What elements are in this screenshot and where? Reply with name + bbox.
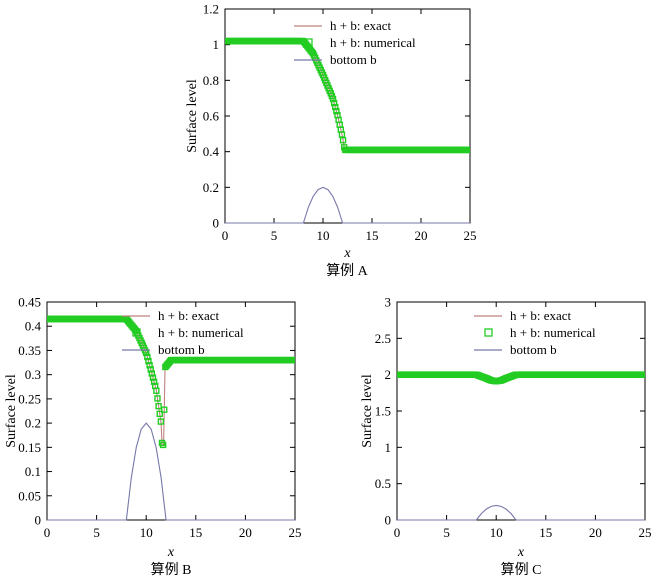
data-point-marker bbox=[332, 103, 339, 111]
data-point-marker bbox=[144, 353, 151, 361]
data-point-marker bbox=[157, 418, 165, 425]
series-h-b-numerical bbox=[397, 371, 645, 385]
y-tick-label: 0.6 bbox=[203, 109, 220, 124]
y-tick-label: 0.2 bbox=[25, 416, 41, 431]
y-tick-label: 1.5 bbox=[375, 404, 391, 419]
y-tick-label: 0.05 bbox=[18, 488, 41, 503]
series-bottom-b bbox=[397, 504, 645, 521]
legend-swatch-marker bbox=[304, 38, 313, 47]
legend-swatch-marker bbox=[132, 328, 141, 337]
y-axis-label: Surface level bbox=[4, 374, 19, 448]
y-tick-label: 2 bbox=[385, 367, 392, 382]
y-tick-label: 0 bbox=[213, 216, 220, 231]
y-tick-label: 0.45 bbox=[18, 295, 41, 310]
y-tick-label: 1 bbox=[213, 37, 220, 52]
y-tick-label: 0.4 bbox=[25, 319, 42, 334]
y-tick-label: 0 bbox=[35, 513, 42, 528]
series-h-b-numerical bbox=[47, 315, 295, 449]
y-tick-label: 0.2 bbox=[203, 180, 219, 195]
chart-caption: 算例 A bbox=[326, 263, 368, 279]
legend-entry: bottom b bbox=[158, 342, 205, 357]
series-line bbox=[397, 504, 645, 521]
data-point-marker bbox=[147, 366, 154, 373]
y-axis-label: Surface level bbox=[185, 79, 200, 153]
x-tick-label: 0 bbox=[394, 525, 401, 540]
x-tick-label: 25 bbox=[289, 525, 302, 540]
x-tick-label: 25 bbox=[639, 525, 652, 540]
y-tick-label: 1 bbox=[385, 440, 392, 455]
y-tick-label: 0.3 bbox=[25, 367, 41, 382]
x-tick-label: 20 bbox=[239, 525, 252, 540]
data-point-marker bbox=[339, 137, 347, 144]
data-point-marker bbox=[156, 410, 163, 418]
x-tick-label: 10 bbox=[490, 525, 503, 540]
series-line bbox=[47, 422, 295, 521]
data-point-marker bbox=[145, 357, 152, 365]
y-tick-label: 0.1 bbox=[25, 464, 41, 479]
x-tick-label: 5 bbox=[443, 525, 450, 540]
y-tick-label: 1.2 bbox=[203, 2, 219, 17]
legend-entry: h + b: exact bbox=[510, 308, 572, 323]
data-point-marker bbox=[153, 387, 160, 394]
x-tick-label: 20 bbox=[589, 525, 602, 540]
data-point-marker bbox=[291, 356, 295, 364]
x-axis-label: x bbox=[167, 545, 175, 560]
x-tick-label: 10 bbox=[140, 525, 153, 540]
data-point-marker bbox=[154, 395, 161, 402]
legend-swatch-marker bbox=[484, 328, 493, 337]
x-tick-label: 0 bbox=[44, 525, 51, 540]
x-axis-label: x bbox=[517, 545, 525, 560]
data-point-marker bbox=[149, 374, 157, 381]
y-tick-label: 0.5 bbox=[375, 476, 391, 491]
data-point-marker bbox=[148, 370, 156, 377]
chart-panel-a: 0 5 10 15 20 25 0 0.2 0.4 0.6 0.8 1 1.2 x Surface leve… bbox=[185, 2, 476, 280]
data-point-marker bbox=[161, 406, 168, 413]
chart-panel-c: 0 5 10 15 20 25 0 0.5 1 1.5 2 2.5 3 x Surface level 算例 … bbox=[360, 295, 651, 579]
data-point-marker bbox=[333, 107, 340, 115]
data-point-marker bbox=[159, 441, 167, 449]
legend-entry: bottom b bbox=[510, 342, 557, 357]
y-tick-label: 0.35 bbox=[18, 343, 41, 358]
x-tick-label: 15 bbox=[539, 525, 552, 540]
x-tick-label: 15 bbox=[189, 525, 202, 540]
x-tick-label: 25 bbox=[464, 228, 477, 243]
y-tick-label: 2.5 bbox=[375, 331, 391, 346]
x-axis-label: x bbox=[343, 246, 351, 261]
x-tick-label: 5 bbox=[271, 228, 278, 243]
y-tick-label: 0.8 bbox=[203, 73, 219, 88]
data-point-marker bbox=[330, 99, 338, 107]
y-tick-label: 0.4 bbox=[203, 144, 220, 159]
legend-entry: h + b: numerical bbox=[158, 325, 244, 340]
y-axis-label: Surface level bbox=[360, 374, 375, 448]
chart-panel-b: 0 5 10 15 20 25 0 0.05 0.1 0.15 0.2 0.25 0.3 0.35 0.4 0… bbox=[4, 295, 301, 579]
y-tick-label: 0.25 bbox=[18, 391, 41, 406]
chart-caption: 算例 B bbox=[151, 562, 192, 578]
y-tick-label: 0.15 bbox=[18, 440, 41, 455]
x-tick-label: 5 bbox=[93, 525, 100, 540]
data-point-marker bbox=[641, 371, 645, 378]
x-tick-label: 0 bbox=[222, 228, 229, 243]
legend-entry: h + b: exact bbox=[158, 308, 220, 323]
legend-entry: h + b: exact bbox=[330, 18, 392, 33]
data-point-marker bbox=[146, 362, 153, 369]
data-point-marker bbox=[155, 402, 162, 410]
legend-entry: bottom b bbox=[330, 52, 377, 67]
legend-entry: h + b: numerical bbox=[330, 35, 416, 50]
series-line bbox=[225, 186, 470, 224]
x-tick-label: 15 bbox=[366, 228, 379, 243]
series-h-b-numerical bbox=[225, 37, 470, 154]
chart-caption: 算例 C bbox=[501, 562, 542, 578]
data-point-marker bbox=[466, 146, 470, 154]
y-tick-label: 3 bbox=[385, 295, 392, 310]
series-bottom-b bbox=[225, 186, 470, 224]
series-bottom-b bbox=[47, 422, 295, 521]
data-point-marker bbox=[329, 95, 337, 103]
x-tick-label: 10 bbox=[317, 228, 330, 243]
data-point-marker bbox=[150, 378, 158, 385]
x-tick-label: 20 bbox=[415, 228, 428, 243]
legend-entry: h + b: numerical bbox=[510, 325, 596, 340]
data-point-marker bbox=[338, 131, 346, 138]
y-tick-label: 0 bbox=[385, 513, 392, 528]
